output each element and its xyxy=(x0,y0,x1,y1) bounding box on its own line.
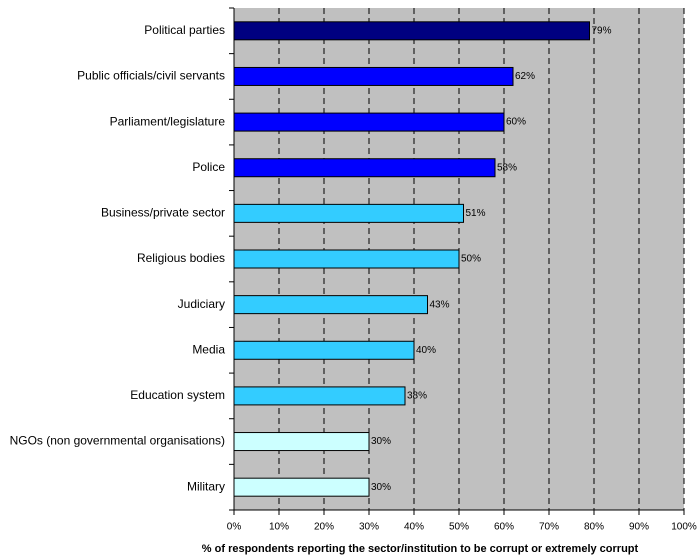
bar xyxy=(233,477,370,497)
y-tick-label: Education system xyxy=(130,388,225,402)
y-tick-label: Media xyxy=(192,342,225,356)
value-label: 51% xyxy=(466,208,486,219)
x-tick-label: 90% xyxy=(629,522,649,533)
x-tick-label: 0% xyxy=(227,522,242,533)
x-tick-label: 80% xyxy=(584,522,604,533)
value-label: 30% xyxy=(371,482,391,493)
x-tick-label: 50% xyxy=(449,522,469,533)
bar xyxy=(233,340,415,360)
value-label: 43% xyxy=(430,299,450,310)
value-label: 30% xyxy=(371,436,391,447)
x-tick-label: 30% xyxy=(359,522,379,533)
value-label: 60% xyxy=(506,117,526,128)
y-tick-label: Religious bodies xyxy=(137,251,225,265)
x-tick-label: 20% xyxy=(314,522,334,533)
y-tick-label: Business/private sector xyxy=(101,206,225,220)
value-label: 62% xyxy=(515,71,535,82)
value-label: 38% xyxy=(407,391,427,402)
x-tick-label: 10% xyxy=(269,522,289,533)
bar xyxy=(233,112,505,132)
bar xyxy=(233,432,370,452)
y-tick-label: Military xyxy=(187,479,225,493)
x-tick-label: 60% xyxy=(494,522,514,533)
y-tick-label: NGOs (non governmental organisations) xyxy=(10,434,225,448)
bar xyxy=(233,21,590,41)
y-tick-label: Public officials/civil servants xyxy=(77,69,225,83)
x-tick-label: 100% xyxy=(671,522,697,533)
x-axis-title: % of respondents reporting the sector/in… xyxy=(202,543,639,555)
x-tick-label: 70% xyxy=(539,522,559,533)
value-label: 40% xyxy=(416,345,436,356)
bar xyxy=(233,158,496,178)
x-tick-label: 40% xyxy=(404,522,424,533)
value-label: 58% xyxy=(497,162,517,173)
value-label: 50% xyxy=(461,254,481,265)
bar xyxy=(233,66,514,86)
bar xyxy=(233,203,464,223)
y-tick-label: Police xyxy=(192,160,225,174)
y-tick-label: Political parties xyxy=(144,23,225,37)
y-tick-label: Judiciary xyxy=(178,297,225,311)
bar xyxy=(233,295,428,315)
value-label: 79% xyxy=(592,25,612,36)
y-tick-label: Parliament/legislature xyxy=(110,114,226,128)
bar xyxy=(233,249,460,269)
bar xyxy=(233,386,406,406)
